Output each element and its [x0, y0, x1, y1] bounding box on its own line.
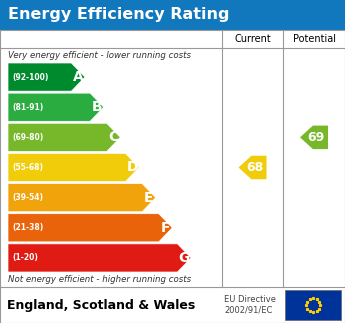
Text: F: F [161, 221, 170, 235]
Text: 2002/91/EC: 2002/91/EC [224, 306, 272, 315]
Text: B: B [91, 100, 102, 114]
Polygon shape [8, 214, 172, 242]
Text: Not energy efficient - higher running costs: Not energy efficient - higher running co… [8, 276, 191, 285]
Bar [0, 0, 345, 30]
Polygon shape [238, 156, 266, 179]
Text: E: E [144, 191, 154, 205]
Polygon shape [8, 183, 156, 212]
Text: 68: 68 [246, 161, 263, 174]
Text: Energy Efficiency Rating: Energy Efficiency Rating [8, 7, 229, 23]
Text: (92-100): (92-100) [12, 73, 48, 82]
Text: D: D [127, 161, 138, 174]
Polygon shape [8, 153, 139, 182]
Text: (69-80): (69-80) [12, 133, 43, 142]
Text: 69: 69 [307, 131, 325, 144]
Polygon shape [8, 244, 191, 272]
Bar [0, 287, 345, 323]
Polygon shape [8, 93, 104, 121]
Text: (39-54): (39-54) [12, 193, 43, 202]
Polygon shape [8, 63, 85, 91]
Text: (1-20): (1-20) [12, 254, 38, 262]
Text: England, Scotland & Wales: England, Scotland & Wales [7, 298, 195, 311]
Text: A: A [73, 70, 83, 84]
Polygon shape [8, 123, 120, 151]
Text: Current: Current [234, 34, 271, 44]
Bar [285, 290, 341, 320]
Text: EU Directive: EU Directive [224, 296, 276, 305]
Text: (81-91): (81-91) [12, 103, 43, 112]
Text: (55-68): (55-68) [12, 163, 43, 172]
Text: C: C [108, 130, 119, 144]
Polygon shape [300, 126, 328, 149]
Text: G: G [179, 251, 190, 265]
Text: Potential: Potential [293, 34, 335, 44]
Text: Very energy efficient - lower running costs: Very energy efficient - lower running co… [8, 50, 191, 59]
Text: (21-38): (21-38) [12, 223, 43, 232]
